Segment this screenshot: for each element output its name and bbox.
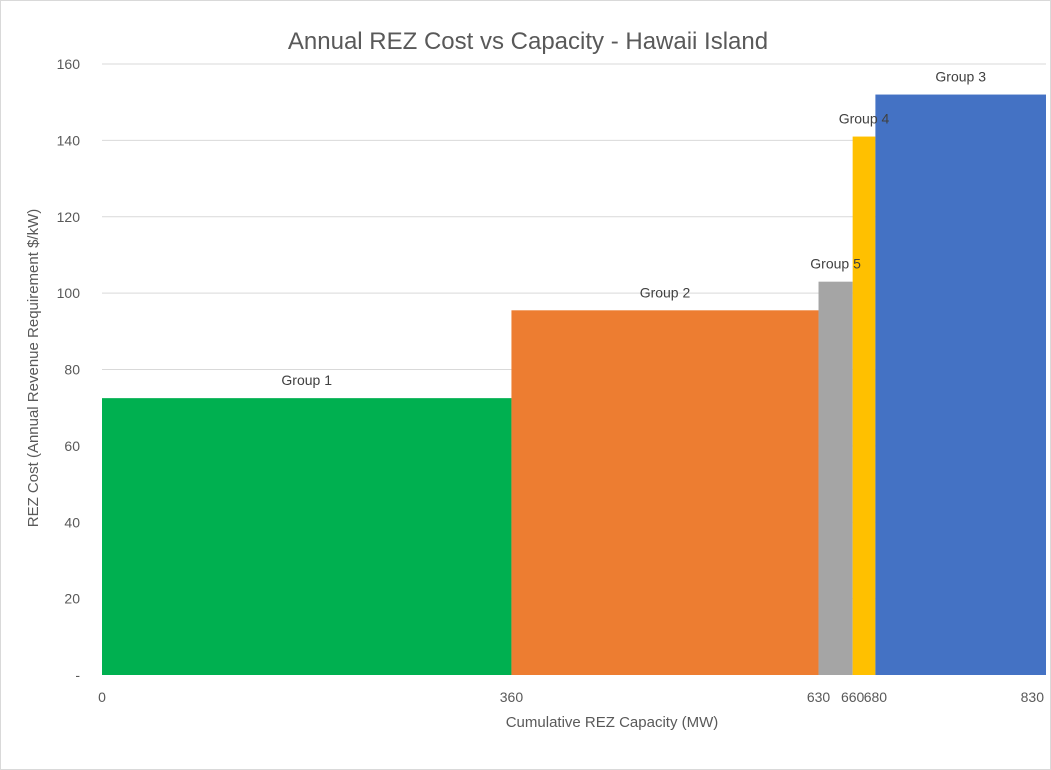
y-tick-label: 140 xyxy=(57,132,81,148)
y-tick-label: - xyxy=(75,667,80,683)
y-axis-title: REZ Cost (Annual Revenue Requirement $/k… xyxy=(25,209,42,527)
bar-group-3 xyxy=(875,94,1046,676)
x-tick-label: 360 xyxy=(500,689,524,705)
bar-label: Group 4 xyxy=(839,111,890,127)
x-tick-label: 680 xyxy=(864,689,888,705)
y-tick-label: 20 xyxy=(64,591,80,607)
chart-title: Annual REZ Cost vs Capacity - Hawaii Isl… xyxy=(288,28,768,55)
x-tick-label: 660 xyxy=(841,689,865,705)
bar-group-4 xyxy=(852,136,876,675)
x-axis-ticks: 0 360 630 660 680 830 xyxy=(98,689,1044,705)
x-tick-label: 630 xyxy=(807,689,831,705)
y-tick-label: 60 xyxy=(64,438,80,454)
y-tick-label: 100 xyxy=(57,285,81,301)
bar-label: Group 2 xyxy=(640,284,691,300)
x-axis-title: Cumulative REZ Capacity (MW) xyxy=(506,714,719,731)
y-tick-label: 40 xyxy=(64,514,80,530)
bar-label: Group 5 xyxy=(810,256,861,272)
bar-group-1 xyxy=(102,398,512,675)
y-tick-label: 120 xyxy=(57,209,81,225)
y-tick-label: 160 xyxy=(57,56,81,72)
y-axis-ticks: - 20 40 60 80 100 120 140 160 xyxy=(57,56,81,683)
bars xyxy=(102,94,1046,676)
y-tick-label: 80 xyxy=(64,362,80,378)
bar-label: Group 3 xyxy=(935,69,986,85)
bar-labels: Group 1 Group 2 Group 5 Group 4 Group 3 xyxy=(281,69,986,389)
bar-group-5 xyxy=(818,281,853,675)
bar-group-2 xyxy=(511,310,819,675)
bar-label: Group 1 xyxy=(281,372,332,388)
x-tick-label: 0 xyxy=(98,689,106,705)
x-tick-label: 830 xyxy=(1021,689,1045,705)
